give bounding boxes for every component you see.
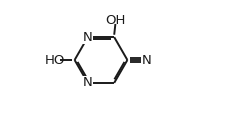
Text: HO: HO bbox=[45, 54, 65, 66]
Text: N: N bbox=[83, 31, 92, 44]
Text: N: N bbox=[141, 54, 151, 66]
Text: N: N bbox=[83, 76, 92, 89]
Text: OH: OH bbox=[105, 14, 125, 27]
